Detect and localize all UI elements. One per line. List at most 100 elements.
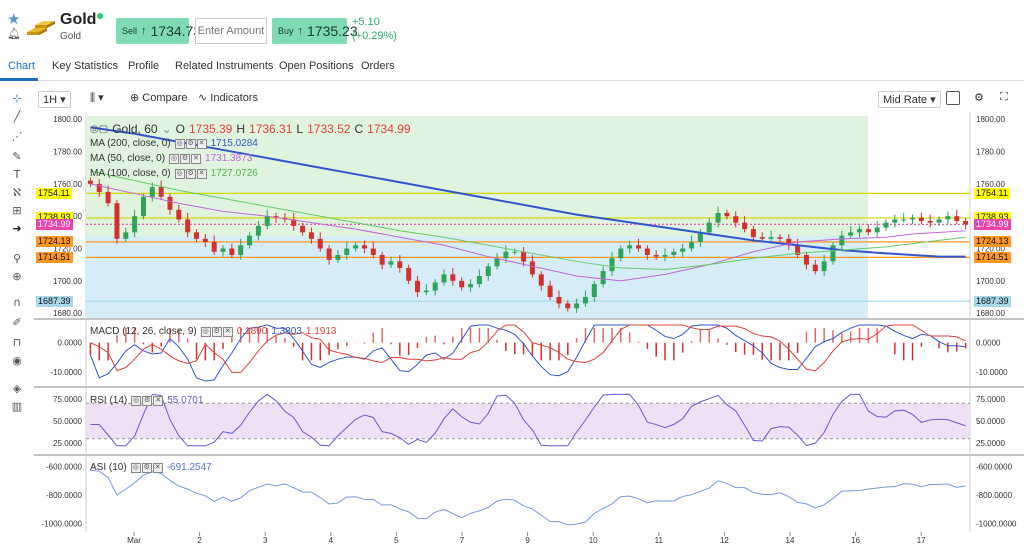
indicators-button[interactable]: ∿ Indicators	[198, 91, 258, 104]
price-mode-value: Mid Rate	[883, 94, 928, 106]
compare-button[interactable]: ⊕ Compare	[130, 91, 188, 104]
pitchfork-icon[interactable]: ⋰	[11, 130, 23, 143]
candle-type-select[interactable]: ⫼ ▾	[90, 92, 104, 104]
bell-icon[interactable]: 🔔︎	[7, 28, 21, 40]
pattern-icon[interactable]: ℵ	[12, 186, 22, 199]
change-percent: (+0.29%)	[352, 30, 397, 42]
y-tick-label: 1800.00	[53, 115, 82, 124]
tab-profile[interactable]: Profile	[128, 60, 160, 72]
pencil-lock-icon[interactable]: ✐	[12, 316, 22, 329]
macd-value-2: 1.3803	[271, 326, 302, 337]
tab-key-statistics[interactable]: Key Statistics	[52, 60, 119, 72]
candle-body	[132, 216, 138, 233]
settings-gear-icon[interactable]: ⚙	[974, 92, 984, 104]
x-tick-label: 3	[263, 536, 268, 544]
macd-label: MACD (12, 26, close, 9)	[90, 326, 197, 337]
candle-body	[927, 221, 933, 223]
ruler-icon[interactable]: ⊞	[12, 204, 22, 217]
tab-chart[interactable]: Chart	[8, 60, 35, 72]
x-tick-label: 9	[525, 536, 530, 544]
x-tick-label: 17	[917, 536, 926, 544]
rsi-label: RSI (14)	[90, 395, 128, 406]
rsi-controls[interactable]: ◎ ⚙ ✕	[131, 395, 164, 406]
text-icon[interactable]: T	[13, 168, 21, 181]
arrow-icon[interactable]: ➜	[12, 222, 22, 235]
candle-body	[742, 222, 748, 230]
candle-body	[680, 248, 686, 252]
candle-body	[547, 285, 553, 297]
zoom-in-icon[interactable]: ⊕	[12, 270, 22, 283]
tab-open-positions[interactable]: Open Positions	[279, 60, 354, 72]
asi-y-tick: -600.0000	[46, 463, 83, 472]
x-tick-label: 2	[197, 536, 202, 544]
candle-body	[291, 219, 297, 226]
star-icon[interactable]: ★	[7, 11, 21, 28]
chart-area[interactable]: 1800.00 1800.00 1780.00 1780.00 1760.00 1760.…	[34, 112, 1024, 544]
candle-body	[795, 245, 801, 255]
link-icon[interactable]: ⚲	[12, 252, 22, 265]
right-price-tag: 1754.11	[974, 187, 1010, 199]
magnet-icon[interactable]: ∩	[12, 296, 22, 309]
sell-button[interactable]: Sell ↑ 1734.73	[116, 18, 201, 44]
price-mode-select[interactable]: Mid Rate ▾	[878, 91, 941, 108]
asi-y-tick: -600.0000	[976, 463, 1013, 472]
tab-related-instruments[interactable]: Related Instruments	[175, 60, 274, 72]
x-tick-label: 7	[460, 536, 465, 544]
asi-legend: ASI (10) ◎ ⚙ ✕ -691.2547	[90, 462, 212, 473]
candle-body	[96, 183, 102, 192]
candle-body	[176, 209, 182, 220]
tab-orders[interactable]: Orders	[361, 60, 395, 72]
fullscreen-box-button[interactable]	[946, 91, 960, 105]
macd-controls[interactable]: ◎ ⚙ ✕	[200, 326, 233, 337]
crosshair-icon[interactable]: ⊹	[12, 92, 22, 105]
eye-icon[interactable]: ◉	[12, 354, 22, 367]
macd-value-1: 0.1890	[236, 326, 268, 337]
candle-body	[653, 254, 659, 257]
x-tick-label: 11	[655, 536, 664, 544]
candle-body	[901, 219, 907, 221]
candle-body	[397, 261, 403, 268]
candle-body	[565, 303, 571, 309]
candle-body	[715, 212, 721, 223]
candle-body	[945, 216, 951, 220]
candle-body	[865, 229, 871, 233]
rsi-line	[90, 393, 966, 447]
macd-y-tick: 0.0000	[976, 339, 1001, 348]
left-price-tag: 1724.13	[36, 236, 73, 248]
ma200-controls[interactable]: ◎ ⚙ ✕	[174, 138, 207, 149]
interval-select[interactable]: 1H ▾	[38, 91, 71, 108]
candle-body	[529, 261, 535, 275]
trash-icon[interactable]: ▥	[11, 400, 23, 413]
candle-body	[247, 235, 253, 246]
candle-body	[706, 222, 712, 233]
rsi-y-tick: 75.0000	[53, 395, 82, 404]
symbol-eye-icon[interactable]: ◎▢	[90, 123, 109, 135]
candle-body	[229, 248, 235, 255]
candle-body	[300, 225, 306, 233]
rsi-band	[86, 403, 970, 439]
candle-body	[600, 271, 606, 285]
screenshot-icon[interactable]: ⛶	[1000, 91, 1008, 103]
asi-y-tick: -1000.0000	[42, 519, 83, 528]
candle-body	[644, 248, 650, 255]
candle-body	[662, 254, 668, 257]
asi-controls[interactable]: ◎ ⚙ ✕	[130, 462, 163, 473]
candle-body	[812, 264, 818, 272]
ma50-controls[interactable]: ◎ ⚙ ✕	[169, 153, 202, 164]
candle-body	[388, 261, 394, 265]
macd-y-tick: -10.0000	[50, 368, 82, 377]
candle-body	[874, 227, 880, 233]
asi-value: -691.2547	[166, 462, 212, 473]
ma100-controls[interactable]: ◎ ⚙ ✕	[174, 168, 207, 179]
brush-icon[interactable]: ✎	[12, 150, 22, 163]
trend-line-icon[interactable]: ╱	[13, 110, 21, 123]
layers-icon[interactable]: ◈	[12, 382, 22, 395]
compare-label: Compare	[142, 92, 188, 104]
candle-body	[803, 254, 809, 265]
chevron-down-icon[interactable]: ⌄	[161, 122, 172, 136]
buy-button[interactable]: Buy ↑ 1735.23	[272, 18, 358, 44]
lock-icon[interactable]: ⊓	[12, 336, 22, 349]
amount-input[interactable]	[195, 18, 267, 44]
right-price-tag: 1738.93	[974, 212, 1011, 224]
macd-y-tick: 0.0000	[58, 339, 83, 348]
